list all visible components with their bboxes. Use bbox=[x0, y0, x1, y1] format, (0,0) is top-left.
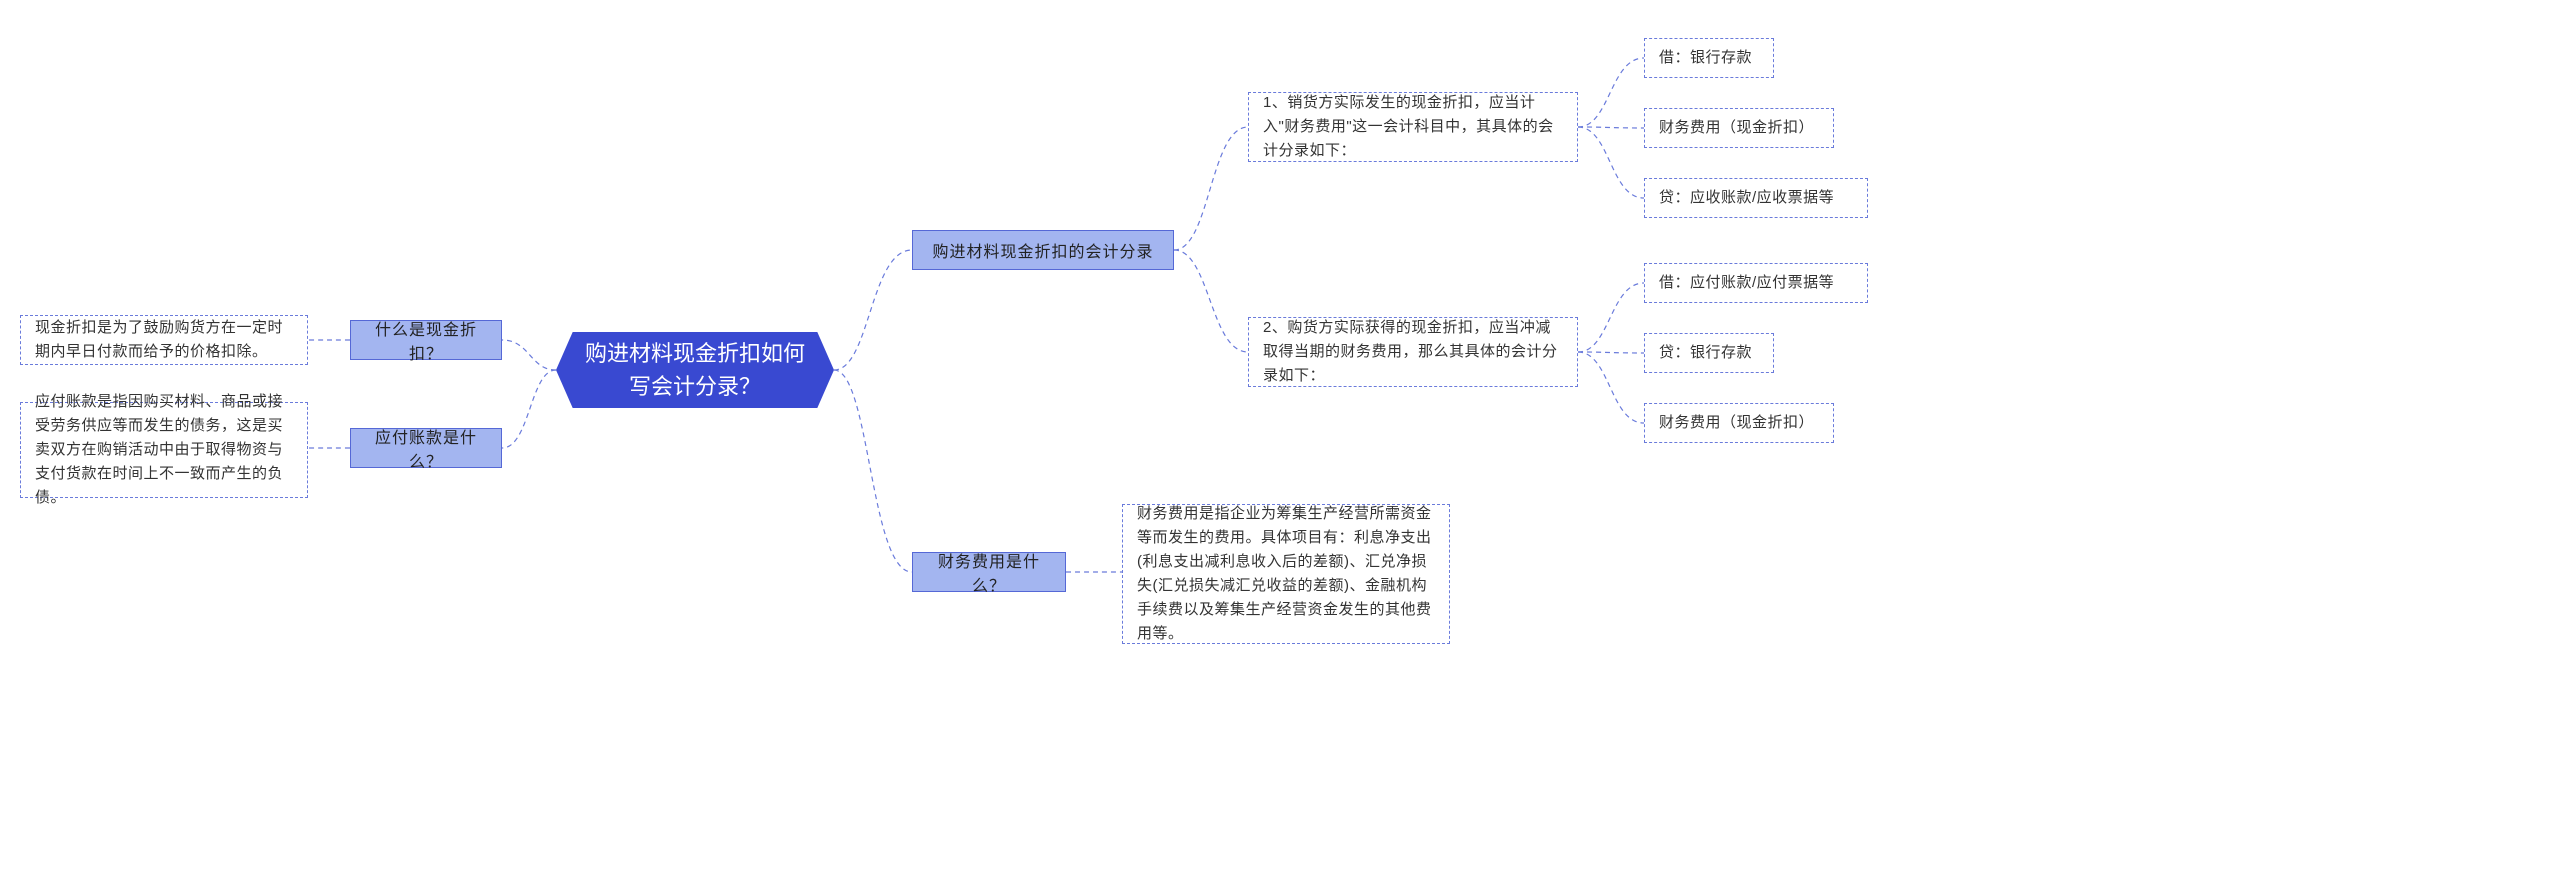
left-branch-0-label: 什么是现金折扣？ bbox=[367, 316, 485, 364]
right-branch-0: 购进材料现金折扣的会计分录 bbox=[912, 230, 1174, 270]
right0-child-0-entry-1: 财务费用（现金折扣） bbox=[1644, 108, 1834, 148]
right0-child-1: 2、购货方实际获得的现金折扣，应当冲减取得当期的财务费用，那么其具体的会计分录如… bbox=[1248, 317, 1578, 387]
right0-child-0-entry-2: 贷：应收账款/应收票据等 bbox=[1644, 178, 1868, 218]
left-branch-1: 应付账款是什么？ bbox=[350, 428, 502, 468]
right0-child-1-entry-0: 借：应付账款/应付票据等 bbox=[1644, 263, 1868, 303]
root-node: 购进材料现金折扣如何写会计分录？ bbox=[556, 332, 834, 408]
right0-child-1-entry-1: 贷：银行存款 bbox=[1644, 333, 1774, 373]
right-branch-1-desc: 财务费用是指企业为筹集生产经营所需资金等而发生的费用。具体项目有：利息净支出(利… bbox=[1122, 504, 1450, 644]
right0-c1-e0-text: 借：应付账款/应付票据等 bbox=[1659, 271, 1834, 295]
left-branch-1-label: 应付账款是什么？ bbox=[367, 424, 485, 472]
root-label: 购进材料现金折扣如何写会计分录？ bbox=[576, 337, 814, 403]
left-branch-1-desc-text: 应付账款是指因购买材料、商品或接受劳务供应等而发生的债务，这是买卖双方在购销活动… bbox=[35, 390, 293, 510]
right-branch-1-label: 财务费用是什么？ bbox=[929, 548, 1049, 596]
left-branch-1-desc: 应付账款是指因购买材料、商品或接受劳务供应等而发生的债务，这是买卖双方在购销活动… bbox=[20, 402, 308, 498]
right0-c0-e2-text: 贷：应收账款/应收票据等 bbox=[1659, 186, 1834, 210]
right0-child-0: 1、销货方实际发生的现金折扣，应当计入"财务费用"这一会计科目中，其具体的会计分… bbox=[1248, 92, 1578, 162]
left-branch-0: 什么是现金折扣？ bbox=[350, 320, 502, 360]
left-branch-0-desc: 现金折扣是为了鼓励购货方在一定时期内早日付款而给予的价格扣除。 bbox=[20, 315, 308, 365]
right0-child-1-entry-2: 财务费用（现金折扣） bbox=[1644, 403, 1834, 443]
right-branch-1: 财务费用是什么？ bbox=[912, 552, 1066, 592]
right0-child-1-text: 2、购货方实际获得的现金折扣，应当冲减取得当期的财务费用，那么其具体的会计分录如… bbox=[1263, 316, 1563, 388]
right0-child-0-text: 1、销货方实际发生的现金折扣，应当计入"财务费用"这一会计科目中，其具体的会计分… bbox=[1263, 91, 1563, 163]
right0-c1-e2-text: 财务费用（现金折扣） bbox=[1659, 411, 1814, 435]
right-branch-1-desc-text: 财务费用是指企业为筹集生产经营所需资金等而发生的费用。具体项目有：利息净支出(利… bbox=[1137, 502, 1435, 646]
right-branch-0-label: 购进材料现金折扣的会计分录 bbox=[932, 238, 1153, 262]
right0-c0-e1-text: 财务费用（现金折扣） bbox=[1659, 116, 1814, 140]
right0-child-0-entry-0: 借：银行存款 bbox=[1644, 38, 1774, 78]
right0-c0-e0-text: 借：银行存款 bbox=[1659, 46, 1752, 70]
left-branch-0-desc-text: 现金折扣是为了鼓励购货方在一定时期内早日付款而给予的价格扣除。 bbox=[35, 316, 293, 364]
right0-c1-e1-text: 贷：银行存款 bbox=[1659, 341, 1752, 365]
